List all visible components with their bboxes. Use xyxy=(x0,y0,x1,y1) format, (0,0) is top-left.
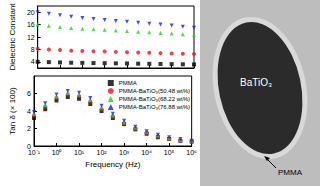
svg-text:PMMA: PMMA xyxy=(119,80,137,86)
svg-text:10⁻¹: 10⁻¹ xyxy=(28,149,41,156)
svg-text:PMMA-BaTiO₃(50.48 wt%): PMMA-BaTiO₃(50.48 wt%) xyxy=(119,88,190,94)
svg-text:4: 4 xyxy=(27,108,31,115)
svg-text:6: 6 xyxy=(27,90,31,97)
svg-text:20: 20 xyxy=(27,9,35,16)
svg-text:PMMA: PMMA xyxy=(278,168,303,177)
svg-text:PMMA-BaTiO₃(68.22 wt%): PMMA-BaTiO₃(68.22 wt%) xyxy=(119,96,190,102)
svg-text:16: 16 xyxy=(27,21,35,28)
svg-text:2: 2 xyxy=(27,125,31,132)
svg-text:BaTiO₃: BaTiO₃ xyxy=(240,77,272,88)
svg-text:10¹: 10¹ xyxy=(74,149,85,156)
svg-text:4: 4 xyxy=(31,58,35,65)
svg-text:10²: 10² xyxy=(97,149,108,156)
svg-text:10⁰: 10⁰ xyxy=(52,149,63,156)
svg-text:10⁵: 10⁵ xyxy=(164,149,175,156)
svg-text:PMMA-BaTiO₃(76.88 wt%): PMMA-BaTiO₃(76.88 wt%) xyxy=(119,104,190,110)
svg-text:Dielectric Constant: Dielectric Constant xyxy=(8,3,17,71)
svg-text:8: 8 xyxy=(31,46,35,53)
svg-text:10⁶: 10⁶ xyxy=(186,149,197,156)
svg-text:Frequency (Hz): Frequency (Hz) xyxy=(85,160,140,169)
svg-text:10⁴: 10⁴ xyxy=(141,149,152,156)
svg-text:12: 12 xyxy=(27,34,35,41)
svg-text:0: 0 xyxy=(27,142,31,150)
svg-text:10³: 10³ xyxy=(119,149,130,156)
svg-text:Tan δ (× 100): Tan δ (× 100) xyxy=(8,87,17,135)
